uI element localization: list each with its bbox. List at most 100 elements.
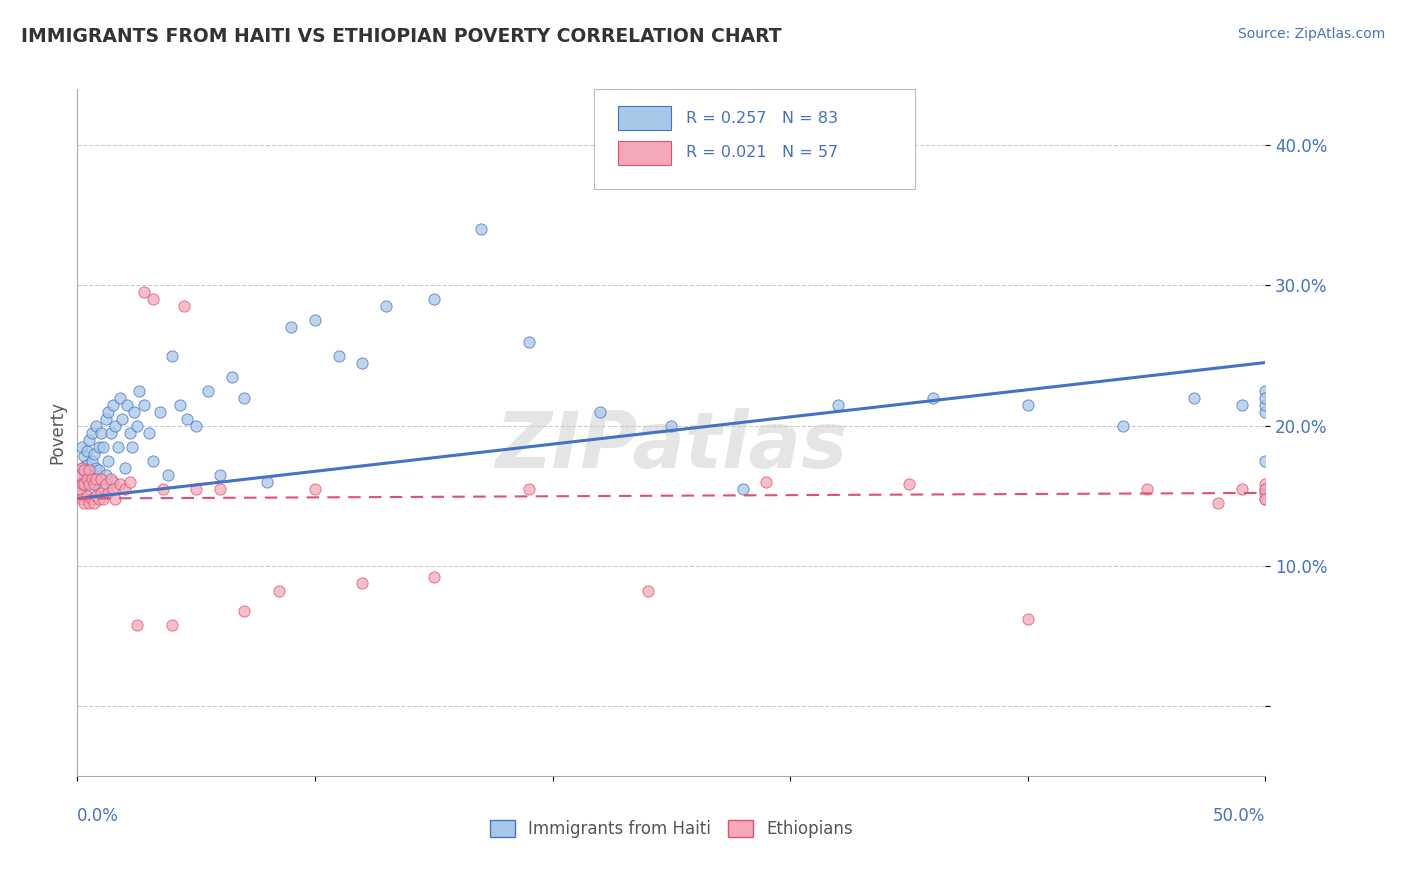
Point xyxy=(86,472,108,486)
Point xyxy=(101,398,124,412)
Point xyxy=(80,475,103,489)
Point xyxy=(77,496,100,510)
Point xyxy=(162,349,184,363)
Point xyxy=(197,384,219,398)
Text: 50.0%: 50.0% xyxy=(1213,806,1265,824)
Point xyxy=(1254,482,1277,496)
Point xyxy=(94,411,117,425)
Point xyxy=(73,477,96,491)
Point xyxy=(90,425,112,440)
Point xyxy=(232,604,254,618)
Text: 0.0%: 0.0% xyxy=(77,806,120,824)
Point xyxy=(90,486,112,500)
Point xyxy=(90,472,112,486)
Point xyxy=(121,440,143,454)
Point xyxy=(87,463,110,477)
Point xyxy=(173,300,195,314)
Point xyxy=(101,482,124,496)
Point xyxy=(83,467,105,482)
Point xyxy=(76,472,98,486)
Point xyxy=(73,463,96,477)
Point xyxy=(86,489,108,503)
Point xyxy=(304,482,326,496)
Point xyxy=(114,482,136,496)
Point xyxy=(149,404,172,418)
Point xyxy=(1017,398,1039,412)
Point xyxy=(83,477,105,491)
Point xyxy=(1254,491,1277,506)
Point xyxy=(152,482,174,496)
Point xyxy=(1182,391,1205,405)
Point xyxy=(1254,491,1277,506)
Point xyxy=(76,489,98,503)
Point xyxy=(1254,384,1277,398)
Point xyxy=(1230,398,1253,412)
Point xyxy=(93,491,115,506)
Point xyxy=(186,418,208,433)
Point xyxy=(83,496,105,510)
Point xyxy=(97,453,120,467)
Point xyxy=(208,482,231,496)
Point xyxy=(898,477,921,491)
Point xyxy=(352,355,374,369)
Bar xyxy=(617,106,672,130)
Text: IMMIGRANTS FROM HAITI VS ETHIOPIAN POVERTY CORRELATION CHART: IMMIGRANTS FROM HAITI VS ETHIOPIAN POVER… xyxy=(21,27,782,45)
Legend: Immigrants from Haiti, Ethiopians: Immigrants from Haiti, Ethiopians xyxy=(484,814,859,845)
Point xyxy=(115,398,138,412)
Point xyxy=(1136,482,1159,496)
Point xyxy=(124,404,146,418)
Point xyxy=(162,617,184,632)
Bar xyxy=(617,141,672,165)
Point xyxy=(138,425,160,440)
Point xyxy=(132,285,155,300)
Point xyxy=(156,467,179,482)
Point xyxy=(77,482,100,496)
Point xyxy=(87,491,110,506)
Point xyxy=(304,313,326,327)
Point xyxy=(76,443,98,458)
Point xyxy=(70,475,93,489)
Point xyxy=(125,418,148,433)
Point xyxy=(80,453,103,467)
Point xyxy=(232,391,254,405)
Point xyxy=(76,458,98,472)
Point xyxy=(73,450,96,464)
Point xyxy=(423,293,446,307)
Point xyxy=(1017,612,1039,626)
Point xyxy=(80,425,103,440)
Point xyxy=(69,467,91,482)
Point xyxy=(352,575,374,590)
Point xyxy=(118,425,141,440)
Point xyxy=(104,491,127,506)
Point xyxy=(86,460,108,475)
Point xyxy=(208,467,231,482)
Point xyxy=(70,460,93,475)
Point xyxy=(70,477,93,491)
Point xyxy=(517,334,540,349)
Point xyxy=(221,369,243,384)
Point xyxy=(97,486,120,500)
Point xyxy=(637,584,659,599)
Point xyxy=(86,477,108,491)
Point xyxy=(73,463,96,477)
Point xyxy=(70,440,93,454)
Point xyxy=(125,617,148,632)
Point xyxy=(1254,453,1277,467)
Text: ZIPatlas: ZIPatlas xyxy=(495,409,848,484)
Point xyxy=(108,391,131,405)
Point xyxy=(114,460,136,475)
Point xyxy=(70,491,93,506)
Point xyxy=(70,460,93,475)
Point xyxy=(107,440,129,454)
Point xyxy=(77,433,100,447)
Point xyxy=(100,472,122,486)
Point xyxy=(1206,496,1229,510)
Point xyxy=(269,584,291,599)
Point xyxy=(755,475,778,489)
Point xyxy=(1112,418,1135,433)
Point xyxy=(280,320,302,334)
Point xyxy=(80,491,103,506)
Point xyxy=(186,482,208,496)
Point xyxy=(97,404,120,418)
Point xyxy=(80,472,103,486)
